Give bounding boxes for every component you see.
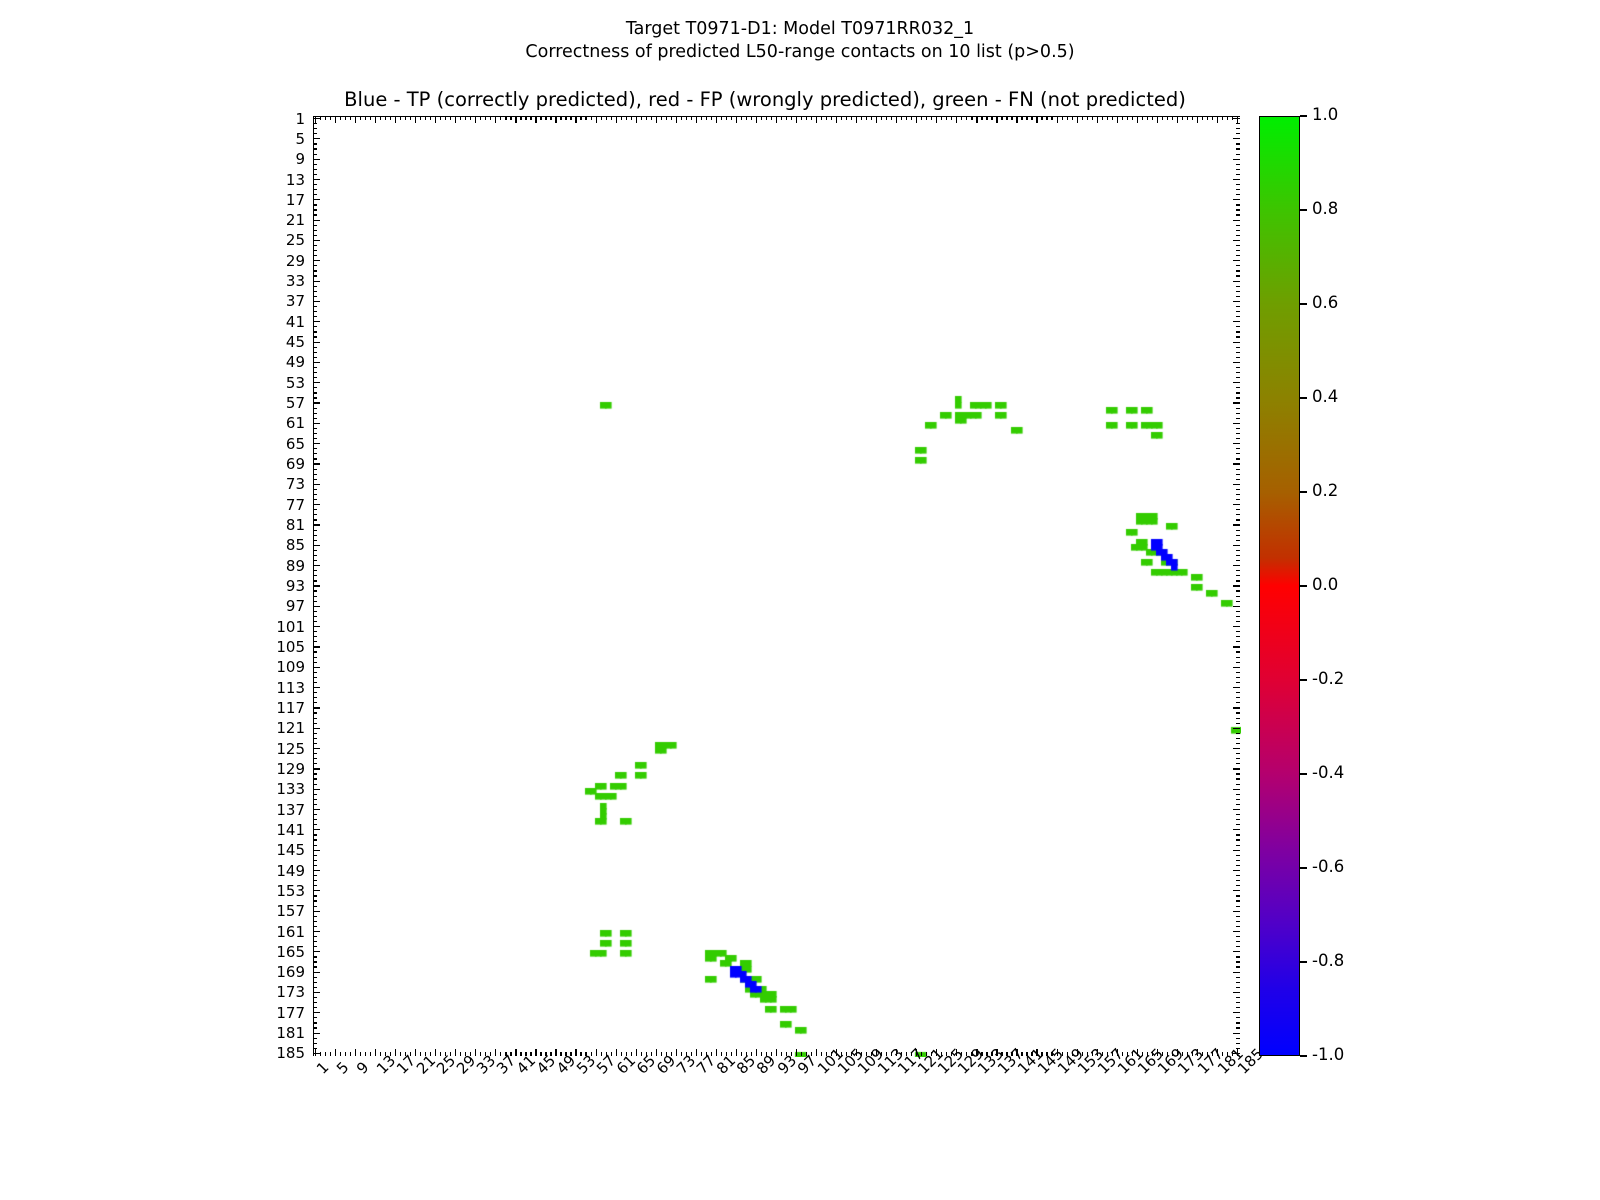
y-axis-tick-label: 17 <box>285 190 305 209</box>
y-axis-tick-label: 97 <box>285 597 305 616</box>
y-axis-tick-label: 33 <box>285 272 305 291</box>
y-axis-tick-label: 37 <box>285 292 305 311</box>
y-axis-tick-label: 181 <box>276 1024 305 1043</box>
y-axis-tick-label: 29 <box>285 251 305 270</box>
y-axis-tick-label: 21 <box>285 211 305 230</box>
colorbar-tick-label: -0.4 <box>1312 763 1345 782</box>
colorbar-tick <box>1300 585 1307 587</box>
colorbar-tick-label: 0.8 <box>1312 199 1339 218</box>
y-axis-tick-label: 157 <box>276 902 305 921</box>
colorbar-tick-label: 0.4 <box>1312 387 1339 406</box>
colorbar-tick-label: -0.6 <box>1312 857 1345 876</box>
x-axis-tick-label: 5 <box>332 1058 353 1078</box>
y-axis-tick-label: 93 <box>285 577 305 595</box>
legend-subtitle: Blue - TP (correctly predicted), red - F… <box>344 88 1186 111</box>
y-axis-tick-label: 77 <box>285 495 305 514</box>
colorbar-tick <box>1300 961 1307 963</box>
figure-title: Target T0971-D1: Model T0971RR032_1 Corr… <box>0 18 1600 64</box>
colorbar-tick-label: 0.2 <box>1312 481 1339 500</box>
title-line-1: Target T0971-D1: Model T0971RR032_1 <box>625 19 975 39</box>
colorbar-tick-label: -0.8 <box>1312 951 1345 970</box>
y-axis-tick-label: 89 <box>285 556 305 575</box>
colorbar-tick <box>1300 867 1307 869</box>
colorbar-tick <box>1300 303 1307 305</box>
title-line-2: Correctness of predicted L50-range conta… <box>525 42 1075 62</box>
y-axis-tick-label: 169 <box>276 963 305 982</box>
colorbar-tick <box>1300 115 1307 117</box>
y-axis-tick-label: 25 <box>285 231 305 250</box>
x-axis-tick-label: 9 <box>352 1058 373 1078</box>
colorbar-tick <box>1300 773 1307 775</box>
y-axis-tick-label: 69 <box>285 455 305 474</box>
y-axis-tick-label: 113 <box>276 678 305 697</box>
y-axis-tick-label: 141 <box>276 820 305 839</box>
y-axis-tick-label: 173 <box>276 983 305 1002</box>
colorbar-tick <box>1300 209 1307 211</box>
y-axis-tick-label: 149 <box>276 861 305 880</box>
y-axis-tick-label: 133 <box>276 780 305 799</box>
contact-map-plot-area[interactable] <box>313 116 1241 1057</box>
y-axis-tick-label: 73 <box>285 475 305 494</box>
y-axis-tick-label: 9 <box>295 150 305 169</box>
y-axis-tick-label: 125 <box>276 739 305 758</box>
y-axis-tick-label: 41 <box>285 312 305 331</box>
y-axis-tick-label: 65 <box>285 434 305 453</box>
y-axis-tick-label: 185 <box>276 1044 305 1063</box>
y-axis-tick-label: 105 <box>276 637 305 656</box>
y-axis-tick-label: 153 <box>276 881 305 900</box>
y-axis-tick-label: 1 <box>295 109 305 128</box>
y-axis-tick-label: 101 <box>276 617 305 636</box>
contact-map-canvas[interactable] <box>314 117 1241 1057</box>
y-axis-tick-label: 165 <box>276 942 305 961</box>
colorbar-tick-label: 0.0 <box>1312 575 1339 594</box>
colorbar-tick-label: 1.0 <box>1312 105 1339 124</box>
y-axis-tick-label: 117 <box>276 698 305 717</box>
y-axis-tick-label: 49 <box>285 353 305 372</box>
y-axis-tick-label: 121 <box>276 719 305 738</box>
colorbar: 1.0 0.8 0.6 0.4 0.2 0.0 -0.2 -0.4 -0.6 -0.8 -1.0 <box>1259 105 1344 1064</box>
y-axis-tick-label: 129 <box>276 759 305 778</box>
y-axis-tick-label: 85 <box>285 536 305 555</box>
y-axis-tick-label: 61 <box>285 414 305 433</box>
x-axis-tick-label: 1 <box>312 1058 332 1078</box>
y-axis-tick-label: 57 <box>285 394 305 413</box>
y-axis-tick-label: 161 <box>276 922 305 941</box>
colorbar-tick <box>1300 679 1307 681</box>
y-axis-tick-label: 137 <box>276 800 305 819</box>
colorbar-tick-label: -1.0 <box>1312 1045 1345 1064</box>
y-axis-tick-label: 53 <box>285 373 305 392</box>
colorbar-tick-label: -0.2 <box>1312 669 1345 688</box>
colorbar-tick <box>1300 491 1307 493</box>
y-axis-tick-label: 45 <box>285 333 305 352</box>
y-axis-tick-label: 109 <box>276 658 305 677</box>
colorbar-gradient <box>1259 116 1300 1056</box>
y-axis-tick-label: 177 <box>276 1003 305 1022</box>
colorbar-tick-label: 0.6 <box>1312 293 1339 312</box>
y-axis-tick-label: 145 <box>276 841 305 860</box>
colorbar-tick <box>1300 397 1307 399</box>
y-axis-tick-label: 5 <box>295 129 305 148</box>
y-axis-tick-label: 13 <box>285 170 305 189</box>
y-axis-tick-label: 81 <box>285 516 305 535</box>
colorbar-tick <box>1300 1055 1307 1057</box>
